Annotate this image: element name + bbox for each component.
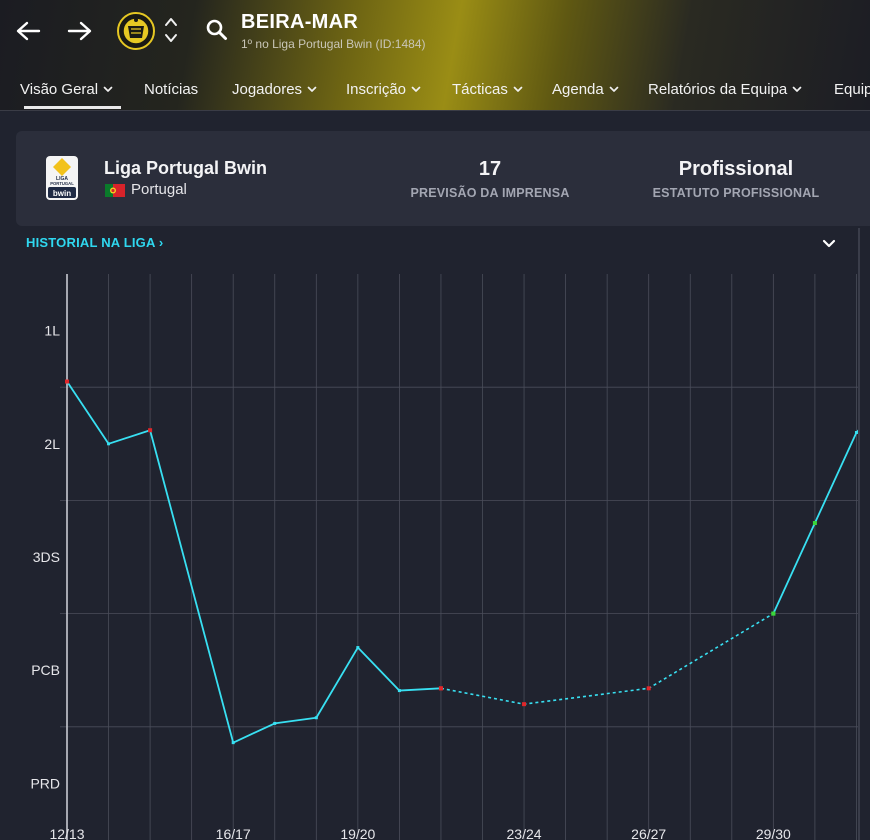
data-point-relegated xyxy=(522,702,527,707)
search-icon[interactable] xyxy=(205,18,229,47)
league-country[interactable]: Portugal xyxy=(131,181,187,198)
main-navigation: Visão Geral Notícias Jogadores Inscrição Tác… xyxy=(0,72,870,110)
nav-item-t-cticas[interactable]: Tácticas xyxy=(444,72,531,106)
y-tick-label: PCB xyxy=(31,662,60,678)
nav-item-relat-rios-da-equipa[interactable]: Relatórios da Equipa xyxy=(640,72,810,106)
y-tick-label: 3DS xyxy=(33,549,60,565)
data-point-relegated xyxy=(438,686,443,691)
club-name: BEIRA-MAR xyxy=(241,11,359,33)
professional-status-value: Profissional xyxy=(678,158,794,180)
nav-item-vis-o-geral[interactable]: Visão Geral xyxy=(12,72,122,109)
professional-status-label: ESTATUTO PROFISSIONAL xyxy=(652,186,820,200)
data-point-normal xyxy=(854,430,858,434)
y-tick-label: PRD xyxy=(30,775,60,791)
club-subtitle: 1º no Liga Portugal Bwin (ID:1484) xyxy=(241,37,426,51)
data-point-normal xyxy=(314,716,318,720)
nav-item-agenda[interactable]: Agenda xyxy=(544,72,627,106)
league-history-chart: 1L 2L 3DS PCB PRD 12/13 16/17 19/20 23/24 26/27 29… xyxy=(30,274,858,840)
club-switch-chevron-icon[interactable] xyxy=(162,14,180,46)
nav-item-not-cias[interactable]: Notícias xyxy=(136,72,206,106)
chevron-right-icon: › xyxy=(158,235,164,250)
series-line-solid xyxy=(66,381,441,744)
forward-arrow-icon[interactable] xyxy=(66,17,94,45)
league-history-title[interactable]: HISTORIAL NA LIGA › xyxy=(26,235,163,250)
nav-item-jogadores[interactable]: Jogadores xyxy=(224,72,325,106)
data-point-relegated xyxy=(646,686,651,691)
competition-card: LIGA PORTUGAL bwin Liga Portugal Bwin Po… xyxy=(16,131,870,226)
data-point-relegated xyxy=(148,428,153,433)
league-logo-text-3: bwin xyxy=(53,189,71,198)
data-point-normal xyxy=(231,741,235,745)
data-point-promoted xyxy=(812,521,817,526)
data-point-normal xyxy=(273,721,277,725)
league-history-title-text: HISTORIAL NA LIGA xyxy=(26,235,156,250)
chevron-down-icon xyxy=(513,86,523,92)
nav-item-label: Visão Geral xyxy=(20,80,99,98)
x-tick-label: 29/30 xyxy=(756,826,791,840)
collapse-chevron-icon[interactable] xyxy=(821,237,837,251)
nav-item-label: Jogadores xyxy=(232,80,303,98)
league-logo-text-1: LIGA xyxy=(56,176,68,182)
x-tick-label: 23/24 xyxy=(507,826,542,840)
panel-scrollbar-track[interactable] xyxy=(858,228,860,840)
nav-item-label: Tácticas xyxy=(452,80,508,98)
x-tick-label: 19/20 xyxy=(340,826,375,840)
series-line-dotted xyxy=(440,612,774,705)
nav-item-label: Relatórios da Equipa xyxy=(648,80,788,98)
y-tick-label: 1L xyxy=(44,323,60,339)
chevron-down-icon xyxy=(609,86,619,92)
nav-item-label: Agenda xyxy=(552,80,604,98)
nav-item-inscri-o[interactable]: Inscrição xyxy=(338,72,429,106)
data-point-promoted xyxy=(771,611,776,616)
club-crest[interactable] xyxy=(117,11,155,51)
nav-item-equipa[interactable]: Equipa xyxy=(826,72,870,106)
chevron-down-icon xyxy=(307,86,317,92)
nav-item-label: Equipa xyxy=(834,80,870,98)
data-point-relegated xyxy=(65,379,69,384)
data-point-normal xyxy=(107,442,111,446)
chevron-down-icon xyxy=(411,86,421,92)
nav-item-label: Inscrição xyxy=(346,80,407,98)
nav-item-label: Notícias xyxy=(144,80,199,98)
portugal-flag-icon xyxy=(105,184,125,197)
x-tick-label: 26/27 xyxy=(631,826,666,840)
club-header: BEIRA-MAR 1º no Liga Portugal Bwin (ID:1… xyxy=(0,0,870,111)
chevron-down-icon xyxy=(103,86,113,92)
press-prediction-value: 17 xyxy=(478,158,502,180)
x-tick-label: 12/13 xyxy=(49,826,84,840)
chevron-down-icon xyxy=(792,86,802,92)
press-prediction-label: PREVISÃO DA IMPRENSA xyxy=(410,186,570,200)
data-point-normal xyxy=(356,646,360,650)
league-logo-text-2: PORTUGAL xyxy=(50,181,74,186)
series-line-solid xyxy=(772,429,858,614)
league-logo[interactable]: LIGA PORTUGAL bwin xyxy=(45,155,79,201)
back-arrow-icon[interactable] xyxy=(14,17,42,45)
league-name[interactable]: Liga Portugal Bwin xyxy=(104,158,268,178)
x-tick-label: 16/17 xyxy=(216,826,251,840)
y-tick-label: 2L xyxy=(44,436,60,452)
data-point-normal xyxy=(397,689,401,693)
